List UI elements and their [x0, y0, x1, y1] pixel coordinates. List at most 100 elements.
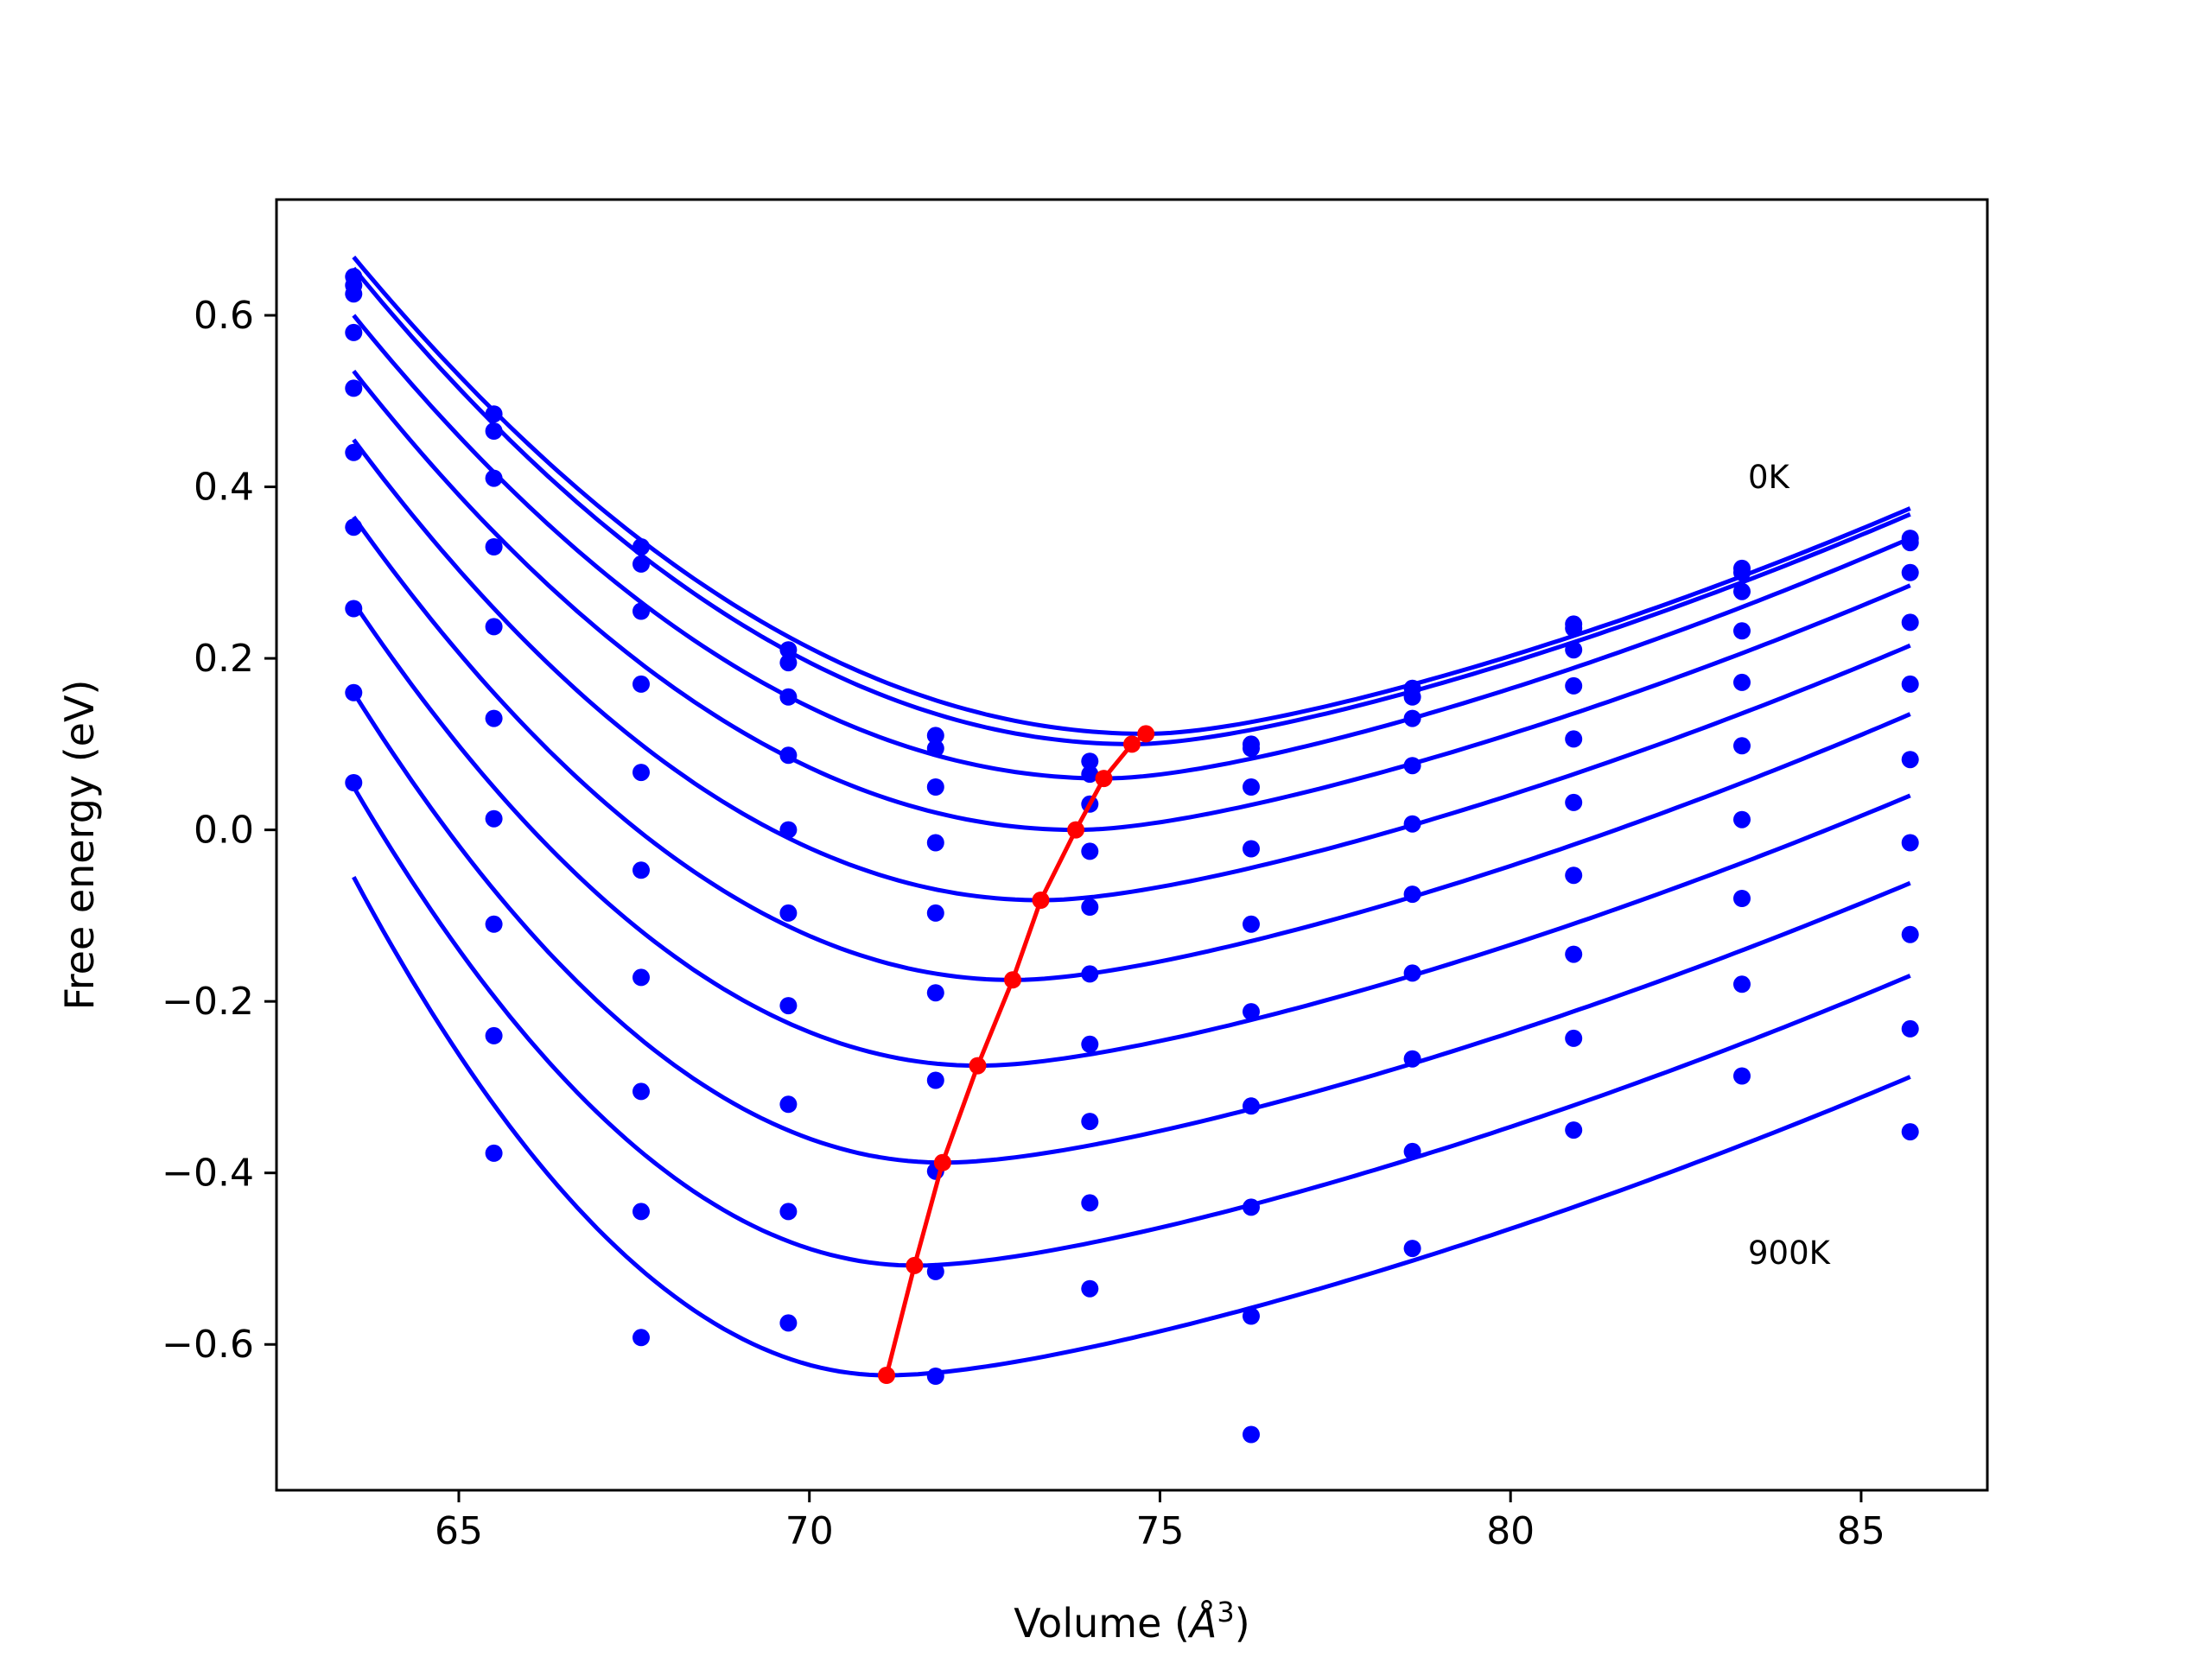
- data-point: [779, 654, 798, 672]
- data-point: [779, 688, 798, 706]
- data-point: [632, 764, 650, 782]
- data-point: [1243, 1198, 1260, 1216]
- data-point: [779, 997, 798, 1015]
- data-point: [926, 904, 944, 922]
- data-point: [1403, 757, 1421, 775]
- minima-point: [1095, 770, 1113, 788]
- data-point: [345, 683, 363, 701]
- data-point: [1901, 751, 1919, 769]
- data-point: [1733, 563, 1751, 581]
- data-point: [1733, 737, 1751, 755]
- minima-point: [1067, 821, 1085, 839]
- fit-curve-0: [352, 255, 1911, 736]
- data-point: [1901, 613, 1919, 632]
- data-point: [1081, 1194, 1099, 1212]
- data-point: [1081, 765, 1099, 784]
- data-point: [779, 641, 798, 659]
- data-point: [345, 600, 363, 618]
- x-tick-label: 80: [1486, 1509, 1535, 1553]
- data-point: [485, 618, 503, 636]
- data-point: [1243, 778, 1260, 796]
- data-point: [1081, 965, 1099, 983]
- data-point: [1901, 675, 1919, 693]
- fit-curve-3: [352, 369, 1911, 833]
- data-point: [485, 422, 503, 440]
- data-point: [1565, 619, 1583, 638]
- data-point: [1403, 964, 1421, 982]
- data-point: [926, 1368, 944, 1385]
- minima-point: [878, 1367, 895, 1384]
- data-point: [1243, 1003, 1260, 1021]
- data-point: [1243, 915, 1260, 933]
- data-point: [1733, 810, 1751, 828]
- minima-line: [884, 732, 1147, 1376]
- y-axis-label: Free energy (eV): [56, 680, 103, 1011]
- axes: 65 70 75 80 85 −0.6 −0.4 −0.2 0.0 0.2 0.4 0.6: [162, 294, 1885, 1553]
- x-axis-label: Volume (Å3): [1014, 1596, 1249, 1647]
- x-tick-label: 65: [435, 1509, 483, 1553]
- data-point: [632, 555, 650, 573]
- data-point: [1403, 1142, 1421, 1160]
- data-point: [1901, 1019, 1919, 1038]
- fit-curve-9: [352, 876, 1911, 1378]
- data-point: [1403, 885, 1421, 904]
- data-point: [1081, 898, 1099, 916]
- data-point: [779, 1095, 798, 1114]
- data-point: [779, 1314, 798, 1332]
- data-point: [1901, 563, 1919, 581]
- data-point: [1733, 1067, 1751, 1085]
- fit-curve-4: [352, 438, 1911, 903]
- data-point: [1565, 1029, 1583, 1047]
- data-point: [485, 1144, 503, 1162]
- y-tick-label: 0.4: [194, 466, 254, 510]
- data-point: [485, 405, 503, 423]
- data-point: [345, 774, 363, 791]
- data-point: [1081, 1035, 1099, 1053]
- minima-point: [1032, 892, 1050, 909]
- data-point: [632, 538, 650, 555]
- data-point: [1403, 709, 1421, 727]
- data-point: [485, 809, 503, 828]
- data-point: [1565, 866, 1583, 885]
- data-point: [1565, 793, 1583, 811]
- data-point: [779, 904, 798, 922]
- x-tick-label: 85: [1837, 1509, 1885, 1553]
- data-point: [926, 1262, 944, 1280]
- axes-frame: [275, 198, 1989, 1492]
- minima-point: [906, 1256, 924, 1274]
- data-point: [926, 984, 944, 1002]
- data-point: [632, 675, 650, 693]
- y-tick-label: 0.6: [194, 294, 254, 338]
- data-point: [1901, 834, 1919, 852]
- data-point: [345, 518, 363, 536]
- data-point: [1243, 840, 1260, 858]
- y-tick-label: −0.2: [162, 980, 254, 1024]
- fit-curve-5: [352, 515, 1911, 982]
- data-point: [632, 968, 650, 987]
- data-point: [1901, 925, 1919, 943]
- data-point: [485, 538, 503, 555]
- data-point: [1901, 1123, 1919, 1141]
- data-point: [485, 709, 503, 727]
- fit-curve-2: [352, 314, 1911, 781]
- data-point: [926, 834, 944, 852]
- data-point: [345, 443, 363, 461]
- minima-point: [1004, 971, 1021, 989]
- data-point: [779, 1203, 798, 1221]
- x-axis-label-close: ): [1235, 1600, 1250, 1647]
- data-point: [1733, 582, 1751, 600]
- fit-curve-6: [352, 601, 1911, 1069]
- data-point: [926, 727, 944, 745]
- data-point: [1243, 739, 1260, 758]
- minima-point: [1123, 735, 1141, 753]
- data-point: [926, 1071, 944, 1089]
- minima-point: [933, 1153, 951, 1171]
- data-point: [779, 821, 798, 839]
- data-point: [632, 861, 650, 879]
- data-point: [485, 1026, 503, 1044]
- annotation-0k: 0K: [1748, 459, 1791, 496]
- data-point: [1403, 688, 1421, 706]
- x-tick-label: 75: [1135, 1509, 1184, 1553]
- data-point: [1565, 641, 1583, 659]
